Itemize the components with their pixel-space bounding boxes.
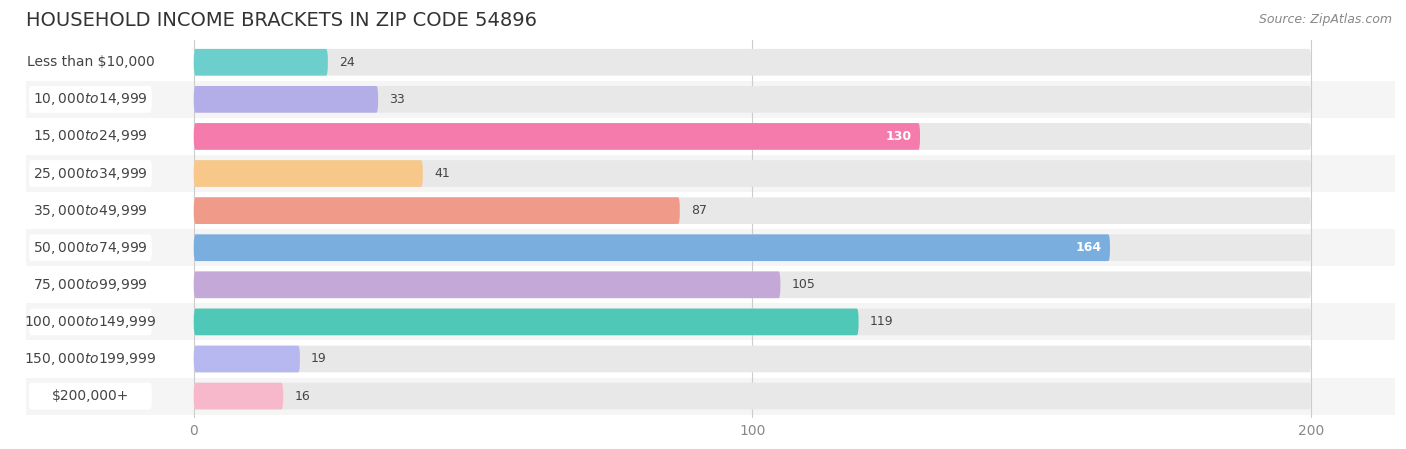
Text: $50,000 to $74,999: $50,000 to $74,999 — [32, 240, 148, 256]
FancyBboxPatch shape — [194, 346, 1310, 372]
FancyBboxPatch shape — [194, 123, 1310, 150]
Text: HOUSEHOLD INCOME BRACKETS IN ZIP CODE 54896: HOUSEHOLD INCOME BRACKETS IN ZIP CODE 54… — [27, 11, 537, 30]
Text: 16: 16 — [294, 390, 311, 403]
FancyBboxPatch shape — [27, 340, 1395, 378]
FancyBboxPatch shape — [194, 123, 920, 150]
FancyBboxPatch shape — [30, 49, 152, 75]
FancyBboxPatch shape — [30, 272, 152, 298]
FancyBboxPatch shape — [194, 383, 283, 409]
Text: $35,000 to $49,999: $35,000 to $49,999 — [32, 202, 148, 219]
FancyBboxPatch shape — [27, 378, 1395, 414]
FancyBboxPatch shape — [27, 118, 1395, 155]
FancyBboxPatch shape — [27, 266, 1395, 304]
FancyBboxPatch shape — [27, 304, 1395, 340]
FancyBboxPatch shape — [27, 229, 1395, 266]
Text: $200,000+: $200,000+ — [52, 389, 129, 403]
FancyBboxPatch shape — [194, 346, 299, 372]
FancyBboxPatch shape — [30, 160, 152, 187]
FancyBboxPatch shape — [30, 308, 152, 335]
Text: $25,000 to $34,999: $25,000 to $34,999 — [32, 166, 148, 181]
FancyBboxPatch shape — [194, 272, 1310, 298]
Text: $15,000 to $24,999: $15,000 to $24,999 — [32, 128, 148, 145]
Text: Less than $10,000: Less than $10,000 — [27, 55, 155, 69]
FancyBboxPatch shape — [27, 81, 1395, 118]
FancyBboxPatch shape — [27, 192, 1395, 229]
FancyBboxPatch shape — [194, 272, 780, 298]
FancyBboxPatch shape — [194, 197, 681, 224]
Text: 19: 19 — [311, 352, 326, 365]
Text: 130: 130 — [886, 130, 911, 143]
FancyBboxPatch shape — [194, 49, 1310, 75]
Text: $75,000 to $99,999: $75,000 to $99,999 — [32, 277, 148, 293]
Text: $100,000 to $149,999: $100,000 to $149,999 — [24, 314, 156, 330]
Text: 164: 164 — [1076, 241, 1101, 254]
FancyBboxPatch shape — [194, 197, 1310, 224]
Text: $150,000 to $199,999: $150,000 to $199,999 — [24, 351, 156, 367]
FancyBboxPatch shape — [30, 346, 152, 372]
Text: Source: ZipAtlas.com: Source: ZipAtlas.com — [1258, 13, 1392, 26]
FancyBboxPatch shape — [194, 234, 1310, 261]
Text: 24: 24 — [339, 56, 354, 69]
FancyBboxPatch shape — [194, 308, 1310, 335]
FancyBboxPatch shape — [194, 308, 859, 335]
FancyBboxPatch shape — [30, 234, 152, 261]
FancyBboxPatch shape — [30, 197, 152, 224]
FancyBboxPatch shape — [194, 160, 423, 187]
FancyBboxPatch shape — [27, 44, 1395, 81]
FancyBboxPatch shape — [27, 155, 1395, 192]
Text: 41: 41 — [434, 167, 450, 180]
Text: 33: 33 — [389, 93, 405, 106]
FancyBboxPatch shape — [194, 383, 1310, 409]
Text: 87: 87 — [690, 204, 707, 217]
FancyBboxPatch shape — [30, 123, 152, 150]
FancyBboxPatch shape — [30, 86, 152, 113]
FancyBboxPatch shape — [30, 383, 152, 409]
FancyBboxPatch shape — [194, 86, 378, 113]
Text: 119: 119 — [870, 315, 893, 328]
FancyBboxPatch shape — [194, 160, 1310, 187]
FancyBboxPatch shape — [194, 86, 1310, 113]
FancyBboxPatch shape — [194, 234, 1109, 261]
FancyBboxPatch shape — [194, 49, 328, 75]
Text: 105: 105 — [792, 278, 815, 291]
Text: $10,000 to $14,999: $10,000 to $14,999 — [32, 91, 148, 107]
